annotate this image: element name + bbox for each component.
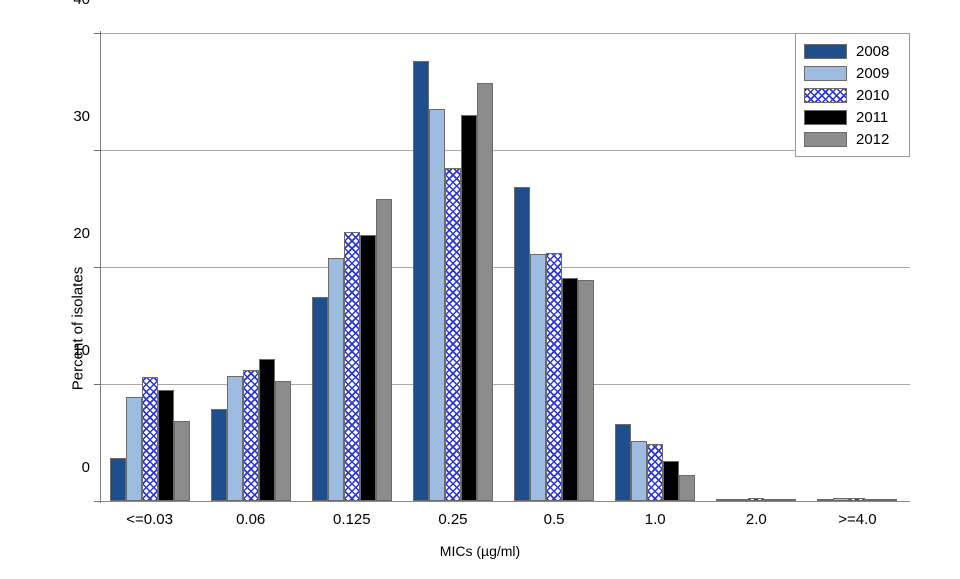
- legend-swatch-2008: [804, 43, 847, 59]
- x-tick-label: 0.25: [438, 511, 468, 528]
- bar: [530, 254, 547, 501]
- legend-item-2011: 2011: [804, 106, 909, 128]
- bar: [125, 396, 142, 501]
- bar: [460, 114, 477, 501]
- gridline-y-20: [101, 267, 910, 268]
- bar-group: [109, 33, 190, 501]
- bar-group: [817, 33, 898, 501]
- legend-swatch-2010: [804, 87, 847, 103]
- y-tick-label: 10: [73, 342, 90, 359]
- y-tick-mark-20: [94, 267, 101, 268]
- legend-item-2009: 2009: [804, 62, 909, 84]
- bar-group: [210, 33, 291, 501]
- y-tick-mark-10: [94, 384, 101, 385]
- y-tick-mark-30: [94, 150, 101, 151]
- bar: [226, 375, 243, 501]
- bar: [173, 421, 190, 501]
- bar: [359, 235, 376, 501]
- legend-label: 2009: [856, 64, 890, 82]
- legend-label: 2008: [856, 42, 890, 60]
- legend-label: 2011: [856, 108, 889, 126]
- legend-label: 2010: [856, 86, 890, 104]
- bar-group: [311, 33, 392, 501]
- bar: [375, 199, 392, 501]
- bar: [514, 187, 531, 501]
- legend-swatch-2011: [804, 109, 847, 125]
- bar: [865, 498, 882, 501]
- bar-group: [412, 33, 493, 501]
- bar: [157, 389, 174, 501]
- bar: [748, 497, 765, 501]
- y-tick-label: 20: [73, 225, 90, 242]
- bar: [311, 297, 328, 501]
- x-tick-label: 0.125: [333, 511, 371, 528]
- bar: [327, 257, 344, 501]
- bar: [476, 83, 493, 501]
- y-axis-tick-labels: 0 10 20 30 40: [28, 0, 90, 475]
- bar: [663, 461, 680, 501]
- bar-group: [514, 33, 595, 501]
- bar: [109, 457, 126, 501]
- bar: [546, 252, 563, 501]
- bar: [631, 441, 648, 501]
- bar: [817, 499, 834, 501]
- gridline-y-40: [101, 33, 910, 34]
- legend-item-2010: 2010: [804, 84, 909, 106]
- x-tick-label: 0.06: [236, 511, 266, 528]
- bar-group: [716, 33, 797, 501]
- bar: [732, 498, 749, 501]
- bar: [210, 408, 227, 501]
- bar: [615, 423, 632, 501]
- bar: [444, 167, 461, 501]
- gridline-y-10: [101, 384, 910, 385]
- bar: [833, 497, 850, 501]
- bar: [141, 376, 158, 501]
- x-tick-label: 2.0: [745, 511, 767, 528]
- bar: [562, 277, 579, 501]
- plot-area: [101, 33, 910, 502]
- y-tick-mark-0: [94, 501, 101, 502]
- bar: [764, 498, 781, 501]
- legend-item-2012: 2012: [804, 128, 909, 150]
- bar: [578, 279, 595, 501]
- y-tick-label: 40: [30, 0, 90, 7]
- y-tick-label: 30: [73, 108, 90, 125]
- gridline-y-0: [101, 501, 910, 502]
- bar: [881, 498, 898, 501]
- bar: [412, 61, 429, 501]
- bar: [242, 369, 259, 501]
- bar: [679, 475, 696, 501]
- x-tick-label: 0.5: [543, 511, 565, 528]
- y-tick-label: 0: [81, 459, 90, 476]
- y-tick-mark-40: [94, 33, 101, 34]
- bar: [428, 109, 445, 501]
- bar: [716, 499, 733, 501]
- x-tick-label: <=0.03: [126, 511, 173, 528]
- bar: [647, 443, 664, 501]
- bar: [258, 359, 275, 501]
- legend-swatch-2012: [804, 131, 847, 147]
- legend-label: 2012: [856, 130, 890, 148]
- bar: [780, 499, 797, 501]
- legend-swatch-2009: [804, 65, 847, 81]
- gridline-y-30: [101, 150, 910, 151]
- x-axis-title: MICs (µg/ml): [439, 543, 521, 559]
- bar: [849, 497, 866, 501]
- y-axis-title-container: Percent of isolates: [0, 130, 87, 390]
- legend-item-2008: 2008: [804, 40, 909, 62]
- x-tick-label: 1.0: [644, 511, 666, 528]
- x-tick-label: >=4.0: [838, 511, 877, 528]
- bar-group: [615, 33, 696, 501]
- bar: [274, 380, 291, 501]
- legend: 2008 2009 2010 2011 2012: [795, 33, 910, 157]
- bar: [343, 231, 360, 501]
